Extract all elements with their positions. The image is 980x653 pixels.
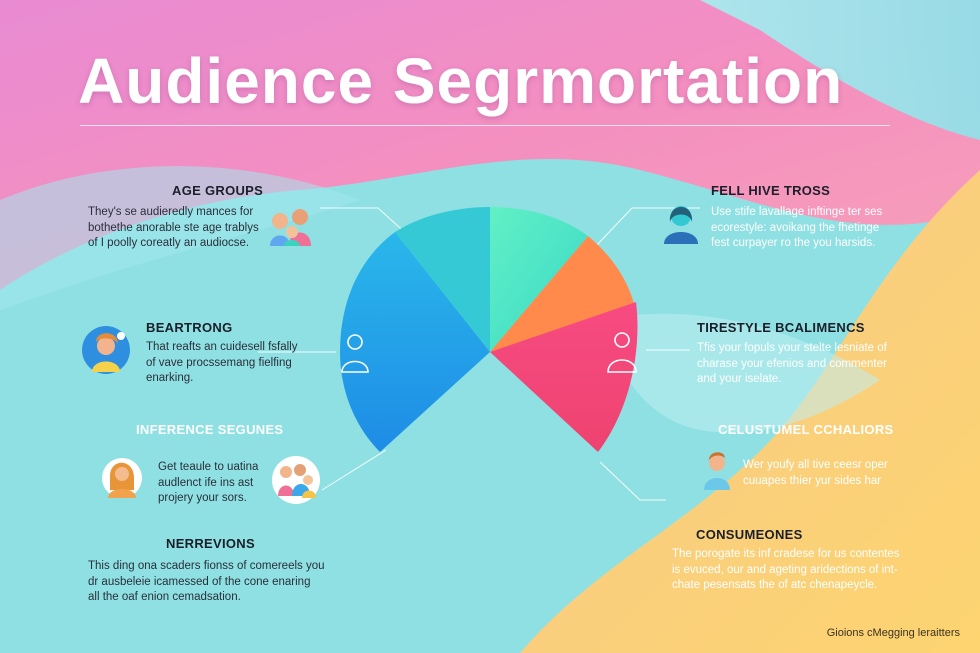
segment-line: Use stife lavallage inftinge ter ses <box>711 206 883 218</box>
segment-line: and your iselate. <box>697 373 782 385</box>
slice-pink <box>490 302 638 452</box>
woman-portrait-icon <box>664 206 698 244</box>
segment-line: all the oaf enion cemadsation. <box>88 591 241 603</box>
segment-line: of vave procssemang fielfing <box>146 356 292 369</box>
woman-avatar-icon <box>82 326 130 374</box>
segment-line: bothethe anorable ste age trablys <box>88 221 259 234</box>
slice-cyan <box>395 207 490 352</box>
connector-inference <box>321 449 387 491</box>
segment-text-felt-hive: Use stife lavallage inftinge ter ses eco… <box>711 205 882 252</box>
segment-line: fest curpayer ro the you harsids. <box>711 237 876 249</box>
slice-orange <box>490 236 636 352</box>
segment-text-nerrevions: This ding ona scaders fionss of comereel… <box>88 559 325 606</box>
man-avatar-icon <box>704 452 730 490</box>
segment-line: dr ausbeleie icamessed of the cone enari… <box>88 575 311 588</box>
segment-line: of I poolly coreatly an audiocse. <box>88 237 250 249</box>
segment-text-age-groups: They's se audieredly mances for bothethe… <box>88 205 259 252</box>
connector-consumeones <box>599 461 666 501</box>
person-outline-icon <box>607 332 637 373</box>
segment-heading-age-groups: AGE GROUPS <box>172 183 264 198</box>
slice-mint <box>490 207 588 352</box>
segment-line: The porogate its inf cradese for us cont… <box>672 548 900 560</box>
segment-line: audlenct ife ins ast <box>158 476 254 489</box>
segment-line: enarking. <box>146 372 194 384</box>
segment-heading-nerrevions: NERREVIONS <box>166 536 255 551</box>
segment-heading-tirestyle: TIRESTYLE BCALIMENCS <box>697 320 865 335</box>
segment-text-consumeones: The porogate its inf cradese for us cont… <box>672 547 900 594</box>
woman-portrait-icon <box>102 458 142 498</box>
family-icon <box>272 456 320 504</box>
segment-line: They's se audieredly mances for <box>88 206 254 218</box>
segment-heading-consumeones: CONSUMEONES <box>696 527 803 542</box>
people-group-icon <box>270 209 311 246</box>
person-icon <box>341 334 369 373</box>
segment-line: ecorestyle: avoikang the fhetinge <box>711 221 880 234</box>
segment-line: Wer youfy all tive ceesr oper <box>743 459 888 471</box>
segment-line: This ding ona scaders fionss of comereel… <box>88 560 325 572</box>
segment-text-beartrong: That reafts an cuidesell fsfally of vave… <box>146 340 298 387</box>
segment-line: Get teaule to uatina <box>158 461 259 473</box>
segment-line: projery your sors. <box>158 492 247 504</box>
segment-line: charase your efenios and commenter <box>697 357 887 370</box>
segment-line: chate pesensats the of atc chenapeycle. <box>672 579 878 591</box>
segment-heading-beartrong: BEARTRONG <box>146 320 233 335</box>
segment-heading-felt-hive: FELL HIVE TROSS <box>711 183 831 198</box>
segment-line: is evuced, our and ageting aridections o… <box>672 563 898 576</box>
segment-text-inference: Get teaule to uatina audlenct ife ins as… <box>158 460 258 507</box>
segment-line: That reafts an cuidesell fsfally <box>146 341 298 353</box>
slice-blue <box>340 232 490 452</box>
segment-heading-inference: INFERENCE SEGUNES <box>136 422 284 437</box>
segment-text-tirestyle: Tfis your fopuls your stelte lesniate of… <box>697 341 887 388</box>
title-divider <box>80 125 890 126</box>
segment-text-celustumel: Wer youfy all tive ceesr oper cuuapes th… <box>743 458 888 489</box>
segment-heading-celustumel: CELUSTUMEL CCHALIORS <box>718 422 894 437</box>
segment-line: cuuapes thier yur sides har <box>743 474 882 487</box>
page-title: Audience Segrmortation <box>78 45 844 117</box>
footer-credit: Gioions cMegging leraitters <box>826 627 960 639</box>
segment-line: Tfis your fopuls your stelte lesniate of <box>697 342 887 354</box>
